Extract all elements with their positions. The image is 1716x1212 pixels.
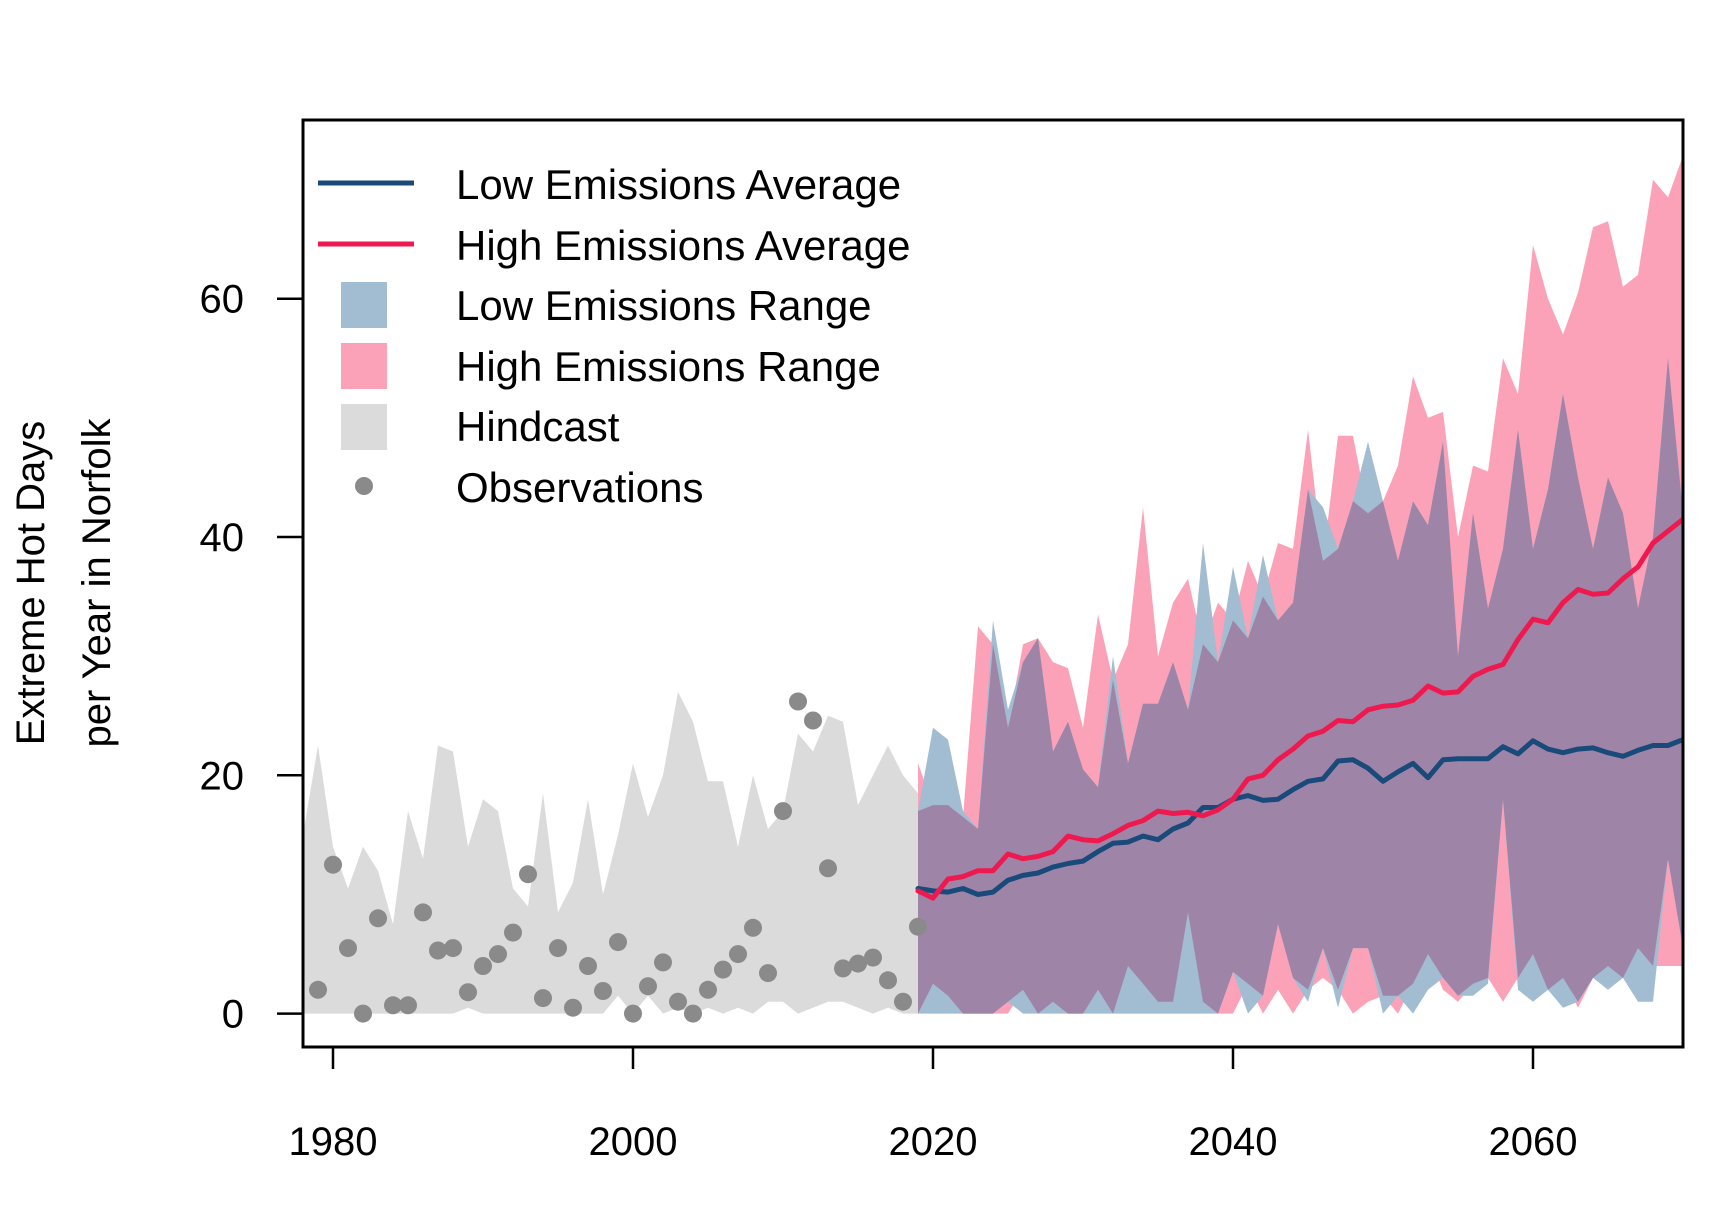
observation-point <box>714 960 732 979</box>
legend-label-high-average: High Emissions Average <box>456 222 910 269</box>
observation-point <box>789 692 807 711</box>
observation-point <box>894 992 912 1011</box>
observation-point <box>879 971 897 990</box>
legend-label-low-average: Low Emissions Average <box>456 161 901 208</box>
observation-point <box>414 903 432 922</box>
high-emissions-average-line <box>915 516 1683 901</box>
x-tick-label: 2060 <box>1489 1120 1578 1164</box>
observation-point <box>594 982 612 1000</box>
y-axis-label-line-2: per Year in Norfolk <box>75 417 119 747</box>
observation-point <box>564 998 582 1017</box>
observation-point <box>444 939 462 958</box>
observation-point <box>309 980 327 999</box>
y-tick-label: 40 <box>200 516 245 560</box>
observation-point <box>819 859 837 878</box>
legend: Low Emissions Average High Emissions Ave… <box>318 161 910 511</box>
average-lines-layer <box>915 516 1683 901</box>
observation-point <box>909 917 927 936</box>
observation-point <box>654 953 672 972</box>
low-emissions-average-line <box>915 737 1683 897</box>
observation-point <box>534 989 552 1008</box>
x-tick-label: 1980 <box>289 1120 378 1164</box>
observation-point <box>474 957 492 975</box>
x-tick-label: 2040 <box>1189 1120 1278 1164</box>
observation-point <box>744 918 762 937</box>
legend-swatch-observations <box>355 477 373 495</box>
observation-point <box>384 996 402 1015</box>
legend-label-low-range: Low Emissions Range <box>456 282 872 329</box>
observation-point <box>324 855 342 874</box>
observation-point <box>609 933 627 952</box>
y-tick-label: 0 <box>222 993 244 1037</box>
legend-swatch-high-range <box>341 343 387 389</box>
observation-point <box>579 957 597 975</box>
observation-point <box>369 909 387 928</box>
observation-point <box>774 802 792 821</box>
legend-label-high-range: High Emissions Range <box>456 343 881 390</box>
observation-point <box>429 941 447 960</box>
observation-point <box>399 996 417 1015</box>
observation-point <box>864 948 882 967</box>
observation-point <box>684 1004 702 1023</box>
range-layer <box>918 155 1683 1014</box>
observation-point <box>669 992 687 1011</box>
observation-point <box>339 939 357 958</box>
legend-label-hindcast: Hindcast <box>456 403 620 450</box>
y-axis: 0 20 40 60 <box>200 278 305 1037</box>
legend-label-observations: Observations <box>456 464 703 511</box>
observation-point <box>624 1004 642 1023</box>
legend-swatch-hindcast <box>341 404 387 450</box>
observation-point <box>489 945 507 964</box>
observation-point <box>834 959 852 978</box>
observation-point <box>459 983 477 1002</box>
legend-swatch-low-range <box>341 282 387 328</box>
observations-layer <box>309 692 927 1023</box>
observation-point <box>354 1004 372 1023</box>
x-axis: 1980 2000 2020 2040 2060 <box>289 1045 1578 1164</box>
observation-point <box>849 954 867 973</box>
y-axis-label-line-1: Extreme Hot Days <box>9 421 53 746</box>
observation-point <box>759 964 777 983</box>
y-tick-label: 20 <box>200 754 245 798</box>
plot-area <box>303 155 1683 1023</box>
x-tick-label: 2000 <box>589 1120 678 1164</box>
y-axis-label: Extreme Hot Days per Year in Norfolk <box>9 417 119 747</box>
y-tick-label: 60 <box>200 278 245 322</box>
observation-point <box>804 711 822 730</box>
range-overlap-band <box>918 358 1683 1014</box>
hindcast-band <box>303 691 918 1014</box>
hindcast-layer <box>303 691 918 1014</box>
x-tick-label: 2020 <box>889 1120 978 1164</box>
observation-point <box>639 977 657 996</box>
observation-point <box>699 980 717 999</box>
observation-point <box>729 945 747 964</box>
observation-point <box>549 939 567 958</box>
observation-point <box>519 865 537 884</box>
observation-point <box>504 923 522 942</box>
